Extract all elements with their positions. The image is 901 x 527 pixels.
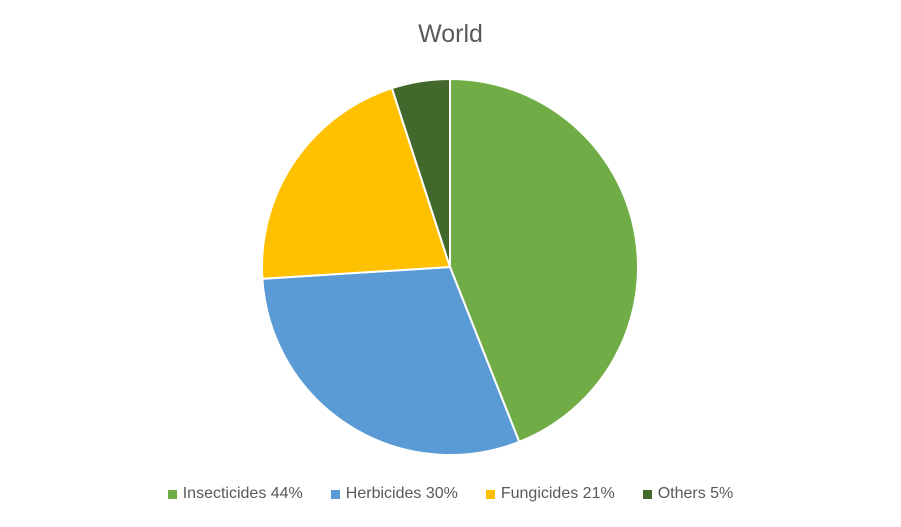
pie-slice-herbicides[interactable] — [261, 265, 521, 456]
legend-item-others[interactable]: Others 5% — [642, 485, 734, 503]
pie-chart — [261, 77, 639, 456]
legend-label-fungicides: Fungicides 21% — [500, 485, 615, 502]
legend-swatch-herbicides — [330, 489, 340, 499]
chart-title: World — [418, 20, 483, 48]
legend-label-herbicides: Herbicides 30% — [345, 485, 458, 502]
legend: Insecticides 44% Herbicides 30% Fungicid… — [0, 485, 901, 503]
legend-swatch-insecticides — [167, 489, 177, 499]
legend-item-herbicides[interactable]: Herbicides 30% — [330, 485, 458, 503]
legend-label-insecticides: Insecticides 44% — [182, 485, 303, 502]
pie-slice-insecticides[interactable] — [449, 77, 639, 444]
legend-swatch-fungicides — [485, 489, 495, 499]
pie-slice-fungicides[interactable] — [261, 86, 452, 280]
legend-swatch-others — [642, 489, 652, 499]
legend-item-insecticides[interactable]: Insecticides 44% — [167, 485, 303, 503]
legend-item-fungicides[interactable]: Fungicides 21% — [485, 485, 615, 503]
legend-label-others: Others 5% — [657, 485, 734, 502]
pie-slice-others[interactable] — [390, 77, 451, 268]
